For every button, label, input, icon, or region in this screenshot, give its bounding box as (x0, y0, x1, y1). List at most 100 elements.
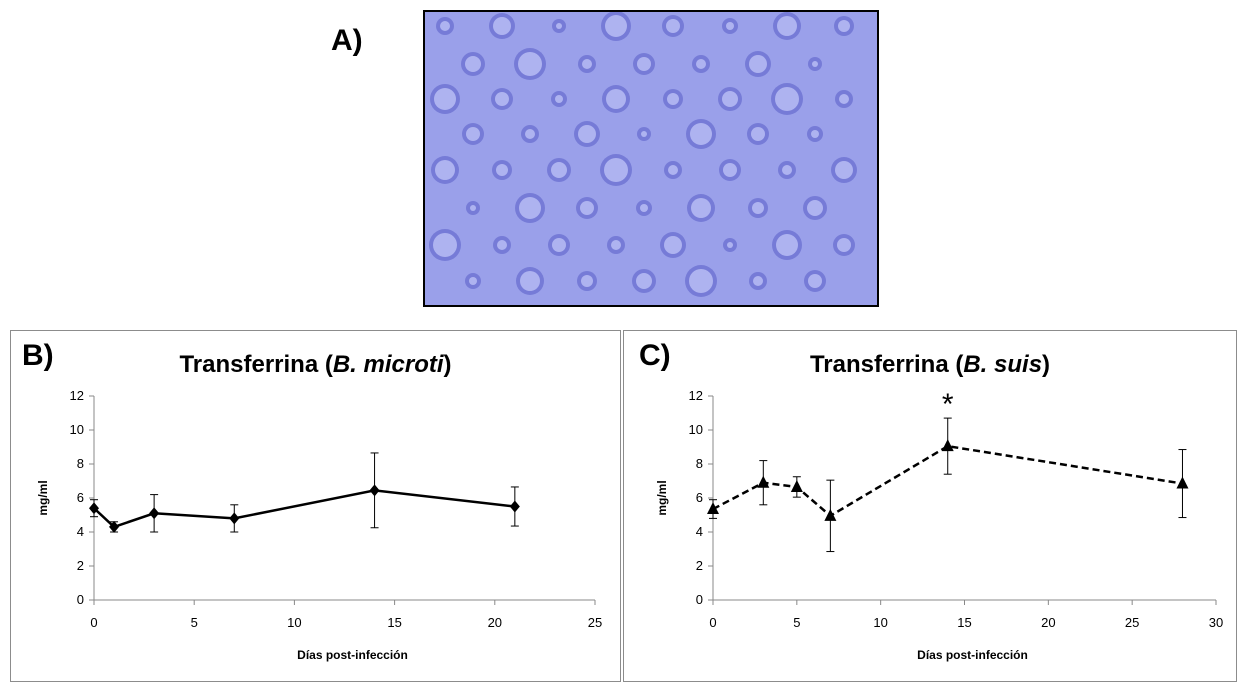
x-tick-label: 0 (709, 615, 716, 630)
gel-well-center (551, 162, 567, 178)
data-point (941, 439, 954, 452)
gel-well-center (440, 21, 450, 31)
gel-well (547, 158, 571, 182)
gel-well (807, 126, 823, 142)
chart-b-title-main: Transferrina ( (179, 351, 333, 378)
gel-well-center (637, 57, 651, 71)
gel-well (804, 270, 826, 292)
gel-well (749, 272, 767, 290)
x-tick-label: 5 (191, 615, 198, 630)
gel-well (747, 123, 769, 145)
gel-well-center (493, 17, 511, 35)
chart-b-plot: 0 2 4 6 8 10 12 0 5 10 15 20 25 Días post-infección mg… (36, 388, 602, 662)
data-point (149, 507, 160, 520)
gel-well (548, 234, 570, 256)
gel-well (803, 196, 827, 220)
gel-well (664, 161, 682, 179)
gel-well-center (689, 269, 713, 293)
gel-well (808, 57, 822, 71)
chart-c-title-species: B. suis (963, 351, 1043, 378)
gel-wells-figure (425, 11, 877, 305)
gel-well-center (466, 127, 480, 141)
data-point (1176, 476, 1189, 489)
gel-well (489, 13, 515, 39)
series-line (93, 489, 515, 529)
gel-well (748, 198, 768, 218)
gel-well (551, 91, 567, 107)
series-line (712, 444, 1183, 518)
gel-well (773, 12, 801, 40)
gel-well-center (435, 160, 455, 180)
gel-well-center (555, 95, 563, 103)
y-tick-label: 6 (77, 490, 84, 505)
gel-well-center (727, 242, 733, 248)
gel-well-center (495, 92, 509, 106)
gel-well-center (434, 88, 456, 110)
gel-well-center (578, 125, 596, 143)
gel-well-center (726, 22, 734, 30)
y-tick-label: 12 (70, 388, 84, 403)
gel-well (493, 236, 511, 254)
gel-well (662, 15, 684, 37)
gel-well-center (640, 204, 648, 212)
x-tick-label: 20 (1041, 615, 1055, 630)
gel-well-center (611, 240, 621, 250)
gel-well-center (580, 201, 594, 215)
data-point (229, 512, 240, 525)
chart-c-frame: C) Transferrina (B. suis) 0 2 4 6 8 10 12 0 5 10 1… (623, 330, 1237, 682)
gel-well-center (636, 273, 652, 289)
y-axis-label: mg/ml (655, 480, 669, 515)
gel-well (576, 197, 598, 219)
x-tick-label: 30 (1209, 615, 1223, 630)
gel-well-center (839, 94, 849, 104)
gel-well-center (690, 123, 712, 145)
gel-well-center (753, 276, 763, 286)
gel-well (491, 88, 513, 110)
x-axis-label: Días post-infección (917, 648, 1028, 662)
gel-well-center (782, 165, 792, 175)
gel-well (637, 127, 651, 141)
gel-well (636, 200, 652, 216)
significance-asterisk: * (942, 388, 954, 421)
gel-well (601, 11, 631, 41)
gel-well-center (775, 87, 799, 111)
gel-well-center (664, 236, 682, 254)
gel-well-center (752, 202, 764, 214)
gel-well-center (604, 158, 628, 182)
y-tick-label: 2 (77, 558, 84, 573)
x-tick-label: 10 (287, 615, 301, 630)
gel-well (461, 52, 485, 76)
x-tick-label: 20 (488, 615, 502, 630)
gel-well (686, 119, 716, 149)
gel-well (719, 159, 741, 181)
gel-well (431, 156, 459, 184)
gel-well-center (519, 197, 541, 219)
gel-well (663, 89, 683, 109)
gel-well-center (835, 161, 853, 179)
gel-well (722, 18, 738, 34)
chart-b-frame: B) Transferrina (B. microti) 0 2 4 6 8 10 12 0 5… (10, 330, 621, 682)
gel-well-center (469, 277, 477, 285)
gel-well (692, 55, 710, 73)
chart-b-title-end: ) (443, 351, 452, 378)
gel-well (436, 17, 454, 35)
data-point (790, 479, 803, 492)
gel-well-center (812, 61, 818, 67)
gel-well (685, 265, 717, 297)
gel-well (600, 154, 632, 186)
x-axis-label: Días post-infección (297, 648, 408, 662)
data-point (509, 500, 520, 513)
y-tick-label: 2 (696, 558, 703, 573)
gel-well (633, 53, 655, 75)
panel-a-label: A) (331, 24, 363, 57)
data-point (369, 484, 380, 497)
x-tick-label: 10 (873, 615, 887, 630)
y-tick-label: 4 (77, 524, 84, 539)
y-axis-label: mg/ml (36, 480, 50, 515)
gel-well (521, 125, 539, 143)
gel-well (778, 161, 796, 179)
gel-well-center (777, 16, 797, 36)
gel-well-center (691, 198, 711, 218)
gel-well (492, 160, 512, 180)
gel-well (771, 83, 803, 115)
